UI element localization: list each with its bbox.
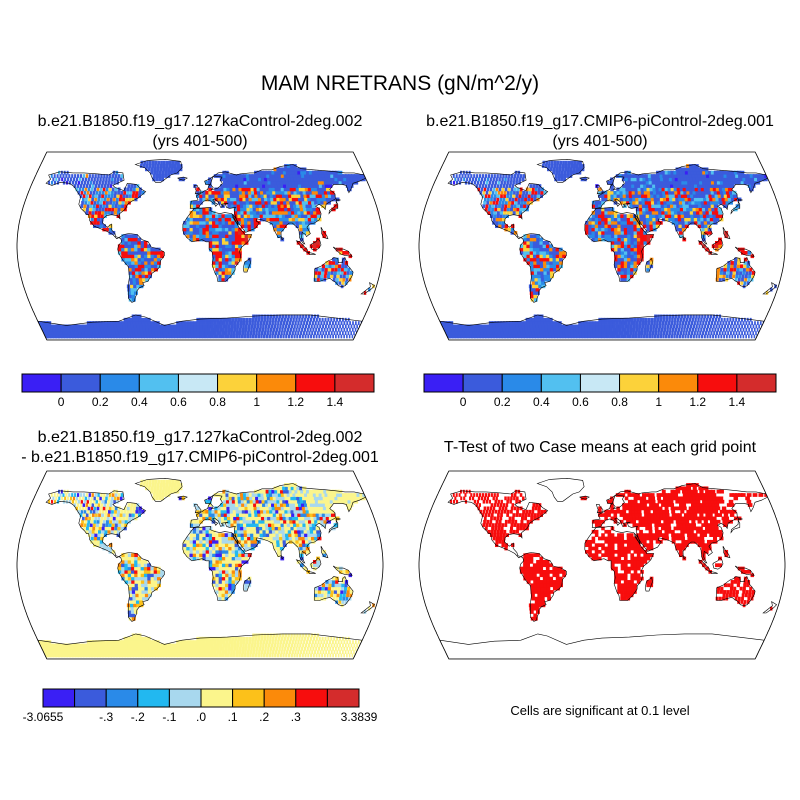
colorbar-tick-label: .0 [195,710,207,724]
colorbar-tick-label: 0.8 [611,395,628,409]
colorbar-swatch [200,688,234,708]
colorbar-svg [21,373,375,393]
colorbar-tick-label: 1 [655,395,662,409]
colorbar-swatch [137,688,170,708]
map-frame [418,151,786,341]
colorbar-tick-label: .2 [259,710,270,724]
panel-title-case1: b.e21.B1850.f19_g17.127kaControl-2deg.00… [0,112,400,152]
colorbar-tick-label: 0.6 [572,395,589,409]
panel-title-case2-line2: (yrs 401-500) [552,133,648,150]
colorbar-tick-label: 0 [57,395,65,409]
panel-title-ttest: T-Test of two Case means at each grid po… [400,438,800,458]
colorbar-swatch [334,373,375,393]
colorbar-case1 [21,373,375,393]
colorbar-tick-label: 1.4 [728,395,746,409]
coastlines [439,158,778,340]
colorbar-tick-label: -.1 [162,710,177,724]
colorbar-svg [42,688,360,708]
colorbar-tick-label: -3.0655 [22,710,64,724]
colorbar-tick-label: 0.4 [130,395,148,409]
panel-title-case2: b.e21.B1850.f19_g17.CMIP6-piControl-2deg… [400,112,800,152]
colorbar-tick-label: 0.2 [493,395,511,409]
colorbar-tick-label: -.2 [130,710,145,724]
colorbar-swatch [697,373,738,393]
colorbar-swatch [256,373,297,393]
colorbar-swatch [105,688,139,708]
map-case1 [16,151,384,341]
colorbar-diff-ticks: -3.0655 -.3 -.2 -.1 .0 .1 .2 .3 3.3839 [23,710,378,726]
colorbar-tick-label: 1.4 [326,395,344,409]
colorbar-svg [423,373,777,393]
colorbar-tick-label: 1.2 [689,395,707,409]
colorbar-tick-label: .1 [227,710,238,724]
colorbar-tick-label: 0 [459,395,467,409]
colorbar-swatch [501,373,542,393]
colorbar-swatch [423,373,464,393]
colorbar-case1-ticks: 0 0.2 0.4 0.6 0.8 1 1.2 1.4 [22,395,374,411]
colorbar-case2-ticks: 0 0.2 0.4 0.6 0.8 1 1.2 1.4 [424,395,776,411]
colorbar-swatch [99,373,140,393]
colorbar-tick-label: 0.8 [209,395,226,409]
map-grid-cells [450,483,773,621]
colorbar-swatch [60,373,101,393]
colorbar-swatch [326,688,360,708]
map-diff [16,470,384,660]
map-case2 [418,151,786,341]
panel-title-case2-line1: b.e21.B1850.f19_g17.CMIP6-piControl-2deg… [426,113,774,130]
colorbar-swatch [138,373,179,393]
main-title: MAM NRETRANS (gN/m^2/y) [260,72,540,95]
colorbar-swatch [736,373,777,393]
map-ttest [418,470,786,660]
colorbar-swatch [42,688,76,708]
colorbar-swatch [21,373,62,393]
panel-title-case1-line2: (yrs 401-500) [152,133,248,150]
colorbar-tick-label: -.3 [99,710,114,724]
colorbar-tick-label: .3 [290,710,301,724]
colorbar-swatch [263,688,297,708]
colorbar-swatch [217,373,258,393]
colorbar-diff [42,688,360,708]
colorbar-swatch [295,373,336,393]
colorbar-swatch [232,688,265,708]
map-grid-cells [37,160,375,339]
colorbar-tick-label: 0.6 [170,395,187,409]
colorbar-swatch [462,373,503,393]
map-frame [16,470,384,660]
colorbar-tick-label: 1.2 [287,395,305,409]
colorbar-swatch [177,373,219,393]
colorbar-swatch [579,373,621,393]
panel-title-case1-line1: b.e21.B1850.f19_g17.127kaControl-2deg.00… [37,113,363,130]
panel-title-diff-line1: b.e21.B1850.f19_g17.127kaControl-2deg.00… [37,429,363,446]
colorbar-swatch [658,373,699,393]
colorbar-tick-label: 0.2 [91,395,109,409]
colorbar-swatch [168,688,202,708]
panel-title-ttest-line1: T-Test of two Case means at each grid po… [443,439,757,456]
coastlines [37,158,376,340]
colorbar-swatch [540,373,581,393]
colorbar-swatch [295,688,328,708]
colorbar-tick-label: 0.4 [532,395,550,409]
panel-title-diff-line2: - b.e21.B1850.f19_g17.CMIP6-piControl-2d… [21,449,379,466]
colorbar-tick-label: 1 [253,395,260,409]
colorbar-swatch [619,373,660,393]
colorbar-case2 [423,373,777,393]
colorbar-swatch [74,688,107,708]
map-frame [16,151,384,341]
colorbar-tick-label: 3.3839 [340,710,378,724]
panel-title-diff: b.e21.B1850.f19_g17.127kaControl-2deg.00… [0,428,400,468]
significance-note: Cells are significant at 0.1 level [510,703,690,718]
map-frame [418,470,786,660]
